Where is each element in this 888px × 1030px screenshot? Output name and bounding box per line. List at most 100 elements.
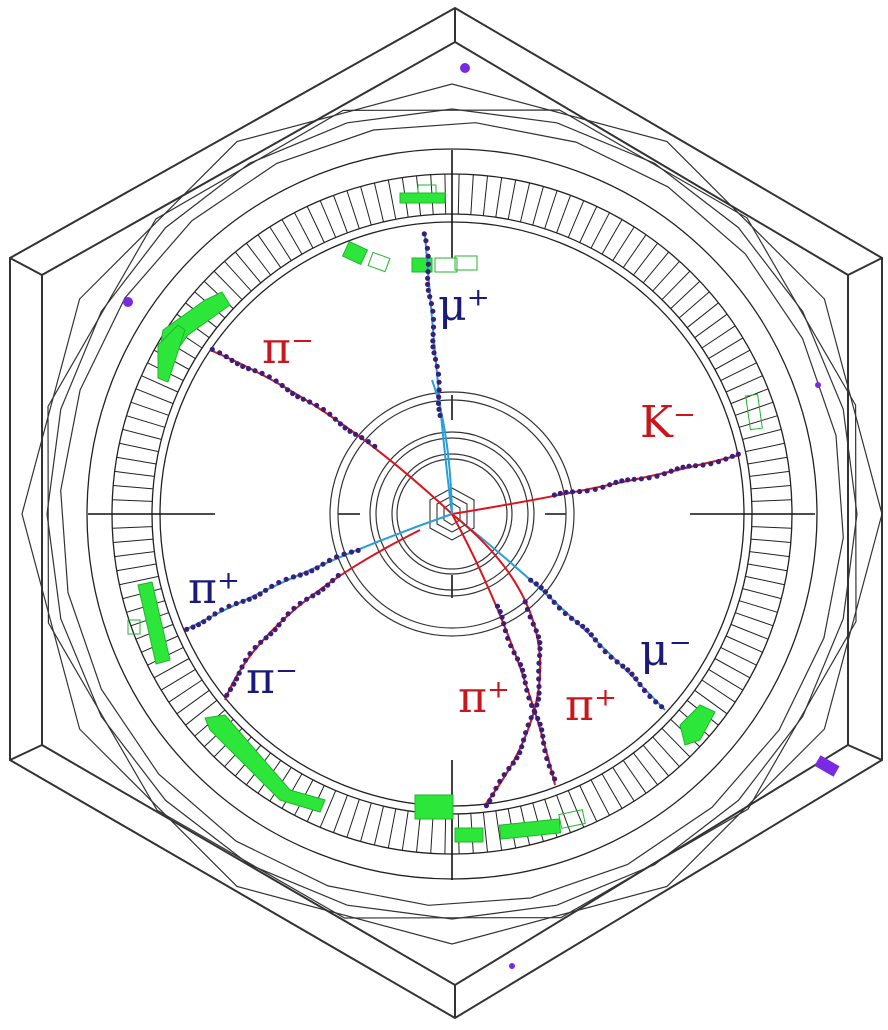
track-hit	[536, 676, 542, 682]
track-hit	[544, 755, 550, 762]
calorimeter-cell	[720, 646, 757, 666]
track-hit	[680, 464, 686, 470]
track-hit	[693, 463, 699, 469]
track-hit	[325, 582, 331, 588]
calorimeter-cell	[750, 538, 791, 543]
calorimeter-cell	[495, 810, 503, 851]
calorimeter-cell	[495, 177, 503, 218]
track-hit	[252, 594, 258, 600]
track-hit	[514, 755, 520, 761]
track-hit	[519, 744, 525, 750]
track-hit	[279, 382, 285, 389]
calorimeter-cell	[708, 668, 744, 691]
track-hit	[427, 294, 433, 300]
track-hit	[508, 643, 514, 649]
track-hit	[536, 683, 542, 690]
calorimeter-cell	[360, 802, 372, 842]
calorimeter-cell	[430, 813, 434, 854]
calorimeter-cell	[119, 575, 159, 586]
track-hit	[290, 390, 296, 397]
calorimeter-cell	[113, 485, 154, 490]
track-hit	[501, 772, 507, 778]
track-hit	[247, 651, 253, 657]
track-hit	[584, 627, 590, 633]
calorimeter-cell	[213, 270, 243, 301]
track-hit	[620, 663, 626, 669]
calorimeter-cell	[185, 699, 218, 726]
track-hit	[233, 600, 239, 607]
calorimeter-cell	[633, 242, 658, 276]
track-hit	[231, 681, 237, 687]
track-hit	[625, 667, 631, 673]
track-hit	[625, 477, 631, 483]
track-hit	[631, 476, 637, 482]
track-hit	[223, 354, 229, 360]
track-hit	[535, 715, 541, 722]
calorimeter-cell	[319, 790, 337, 828]
track-hits	[184, 231, 741, 809]
track-hit	[326, 557, 333, 564]
track-hit	[528, 577, 534, 583]
vertex-detector	[429, 487, 475, 541]
track-hit	[303, 570, 309, 576]
track-hit	[647, 693, 653, 700]
track-hit	[501, 621, 507, 627]
track-hit	[588, 632, 594, 638]
calorimeter-cell	[224, 260, 252, 292]
track-hit	[342, 425, 348, 431]
track-hit	[425, 287, 431, 293]
track-hit	[436, 379, 442, 385]
track-hit	[245, 366, 252, 372]
track-hit	[602, 649, 608, 655]
calorimeter-cell	[112, 499, 153, 502]
calorimeter-cell	[694, 689, 728, 715]
track-hit	[236, 670, 242, 676]
track-hit	[334, 554, 340, 560]
track-hit	[600, 484, 606, 490]
label-pi-minus-lower: π⁻	[246, 653, 298, 704]
track-hit	[499, 614, 505, 620]
track-hit	[535, 634, 542, 640]
label-pi-plus-right: π⁺	[565, 680, 617, 731]
track-hit	[276, 579, 282, 586]
track-hit	[526, 695, 532, 701]
label-mu-plus: μ⁺	[438, 280, 490, 331]
track-hit	[212, 611, 218, 617]
calorimeter-cell	[556, 195, 571, 233]
track-hit	[268, 631, 274, 637]
track-hit	[723, 456, 729, 462]
track-hit	[290, 574, 297, 580]
track-hit	[252, 644, 258, 651]
track-hit	[608, 654, 614, 660]
track-hit	[269, 583, 275, 589]
calorimeter-cell	[747, 456, 788, 465]
track-hit	[613, 479, 619, 485]
track-hit	[327, 411, 333, 417]
track-hit	[607, 482, 613, 488]
track-hit	[633, 676, 639, 682]
track-hit	[511, 650, 517, 656]
calorimeter-cell	[470, 174, 474, 215]
calorimeter-cell	[739, 415, 778, 428]
calorimeter-cell	[281, 219, 303, 255]
track-hit	[300, 396, 306, 402]
track-hit	[430, 324, 437, 330]
track-hit	[569, 489, 576, 495]
track-hit	[195, 622, 202, 628]
track-hit	[246, 596, 252, 602]
track-hit	[436, 387, 442, 393]
calorimeter-cell	[701, 679, 736, 703]
track-hit	[487, 798, 493, 804]
calorimeter-cell	[686, 302, 719, 329]
calorimeter-cell	[176, 689, 210, 715]
inner-tracker	[329, 391, 575, 637]
track-hit	[546, 763, 552, 769]
track-hit	[541, 740, 547, 746]
calorimeter-cell	[714, 349, 751, 370]
calorimeter-cell	[567, 200, 585, 238]
calorimeter-cell	[612, 767, 635, 802]
track-hit	[332, 416, 338, 422]
track-hit	[494, 603, 501, 609]
track-pi-minus-top	[209, 349, 453, 515]
track-hit	[535, 696, 542, 702]
